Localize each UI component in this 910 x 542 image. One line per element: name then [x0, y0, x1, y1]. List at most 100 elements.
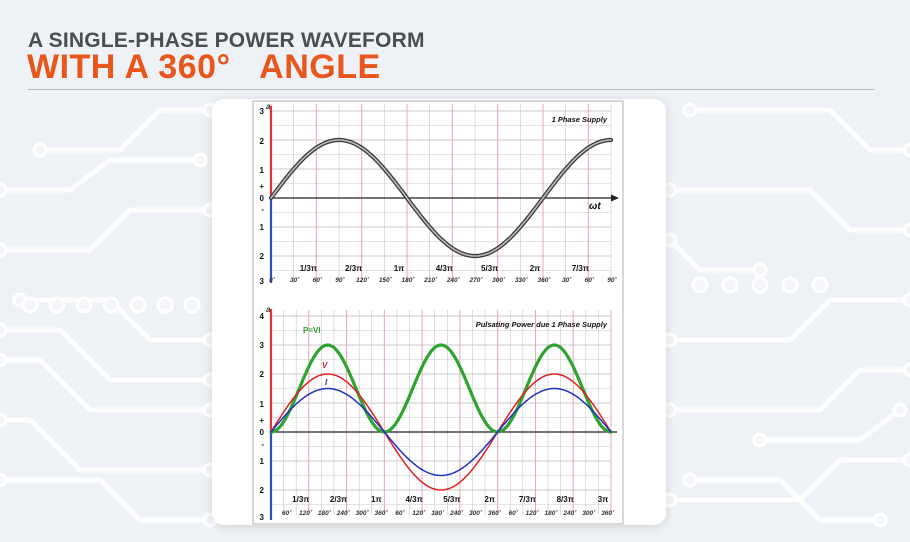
circuit-trace — [668, 238, 760, 273]
degree-tick-label: 300˚ — [582, 509, 596, 517]
y-tick-label: 3 — [260, 107, 265, 116]
degree-tick-label: 180˚ — [431, 509, 445, 517]
circuit-pad — [902, 362, 910, 378]
degree-tick-label: 120˚ — [526, 509, 540, 517]
y-tick-label: 2 — [260, 370, 265, 379]
y-tick-label: 0 — [260, 194, 265, 203]
circuit-trace — [670, 457, 910, 503]
circuit-pad — [751, 276, 769, 294]
circuit-trace — [670, 367, 910, 413]
circuit-pad — [752, 262, 768, 278]
degree-tick-label: 300˚ — [356, 509, 370, 517]
pi-tick-label: 1/3π — [300, 264, 317, 273]
y-tick-label: 0 — [260, 428, 265, 437]
y-tick-label: 3 — [260, 513, 265, 522]
degree-tick-label: 240˚ — [336, 509, 351, 517]
circuit-pad — [102, 296, 120, 314]
voltage-curve-label: V — [322, 361, 328, 370]
circuit-pad — [192, 152, 208, 168]
chart-title: 1 Phase Supply — [552, 115, 608, 124]
circuit-pad — [721, 276, 739, 294]
y-tick-label: + — [259, 182, 264, 191]
degree-tick-label: 60˚ — [313, 276, 323, 284]
current-curve — [270, 387, 612, 477]
circuit-pad — [21, 296, 39, 314]
degree-tick-label: 120˚ — [299, 509, 313, 517]
circuit-trace — [670, 297, 910, 343]
degree-tick-label: 90˚ — [607, 276, 617, 284]
supply-wave — [270, 139, 612, 257]
circuit-trace — [0, 207, 210, 253]
degree-tick-label: 60˚ — [585, 276, 595, 284]
y-tick-label: + — [259, 416, 264, 425]
degree-tick-label: 360˚ — [375, 509, 389, 517]
voltage-curve — [270, 373, 612, 491]
circuit-pad — [781, 276, 799, 294]
degree-tick-label: 330˚ — [515, 276, 529, 284]
circuit-trace — [0, 357, 210, 413]
circuit-trace — [40, 107, 210, 153]
power-curve — [269, 343, 613, 434]
circuit-pad — [0, 412, 8, 428]
circuit-trace — [760, 408, 902, 443]
y-tick-label: 2 — [260, 486, 265, 495]
degree-tick-label: 120˚ — [412, 509, 426, 517]
circuit-trace — [0, 157, 200, 193]
circuit-trace — [0, 327, 210, 383]
circuit-pad — [752, 432, 768, 448]
y-tick-label: 3 — [260, 341, 265, 350]
y-tick-label: 1 — [260, 457, 265, 466]
pi-tick-label: 7/3π — [572, 264, 589, 273]
circuit-pad — [902, 452, 910, 468]
circuit-pad — [892, 402, 908, 418]
power-curve-label: P=VI — [303, 326, 321, 335]
circuit-trace — [690, 477, 880, 523]
degree-tick-label: 270˚ — [468, 276, 483, 284]
y-tick-label: 2 — [260, 252, 265, 261]
pi-tick-label: 1π — [371, 495, 382, 504]
pi-tick-label: 8/3π — [557, 495, 574, 504]
circuit-pad — [902, 292, 910, 308]
circuit-pad — [682, 472, 698, 488]
pi-tick-label: 2/3π — [330, 495, 347, 504]
current-curve-label: I — [325, 378, 328, 387]
degree-tick-label: 180˚ — [545, 509, 559, 517]
circuit-pad — [156, 296, 174, 314]
x-axis-arrow — [611, 194, 619, 202]
circuit-trace — [0, 477, 210, 523]
pi-tick-label: 2/3π — [345, 264, 362, 273]
chart-panel-2: a4 3 2 1 +0 - 1 2 3 Pulsating Power due 1 Phase S… — [259, 305, 617, 522]
x-axis-label: ωt — [589, 201, 601, 212]
pi-tick-label: 4/3π — [405, 495, 422, 504]
circuit-pad — [0, 182, 8, 198]
pi-tick-label: 2π — [530, 264, 541, 273]
degree-tick-label: 240˚ — [446, 276, 461, 284]
circuit-pad — [0, 352, 8, 368]
pi-tick-label: 5/3π — [481, 264, 498, 273]
degree-tick-label: 150˚ — [379, 276, 393, 284]
circuit-pad — [902, 222, 910, 238]
circuit-pad — [0, 242, 8, 258]
title-line-2: WITH A 360° ANGLE — [27, 48, 381, 86]
degree-tick-label: 240˚ — [562, 509, 577, 517]
title-divider — [28, 89, 874, 90]
circuit-pad — [811, 276, 829, 294]
circuit-pad — [32, 142, 48, 158]
chart-title: Pulsating Power due 1 Phase Supply — [476, 320, 608, 329]
y-tick-label: 1 — [260, 223, 265, 232]
y-tick-label: 1 — [260, 166, 265, 175]
degree-tick-label: 90˚ — [335, 276, 345, 284]
degree-tick-label: 360˚ — [601, 509, 615, 517]
degree-tick-label: 360˚ — [537, 276, 551, 284]
circuit-pad — [682, 102, 698, 118]
y-tick-label: 4 — [260, 312, 265, 321]
degree-tick-label: 30˚ — [290, 276, 300, 284]
degree-tick-label: 210˚ — [423, 276, 438, 284]
y-tick-label: 1 — [260, 400, 265, 409]
circuit-pad — [183, 296, 201, 314]
degree-tick-label: 60˚ — [282, 509, 292, 517]
circuit-pad — [0, 322, 8, 338]
y-axis-letter: a — [266, 102, 271, 111]
